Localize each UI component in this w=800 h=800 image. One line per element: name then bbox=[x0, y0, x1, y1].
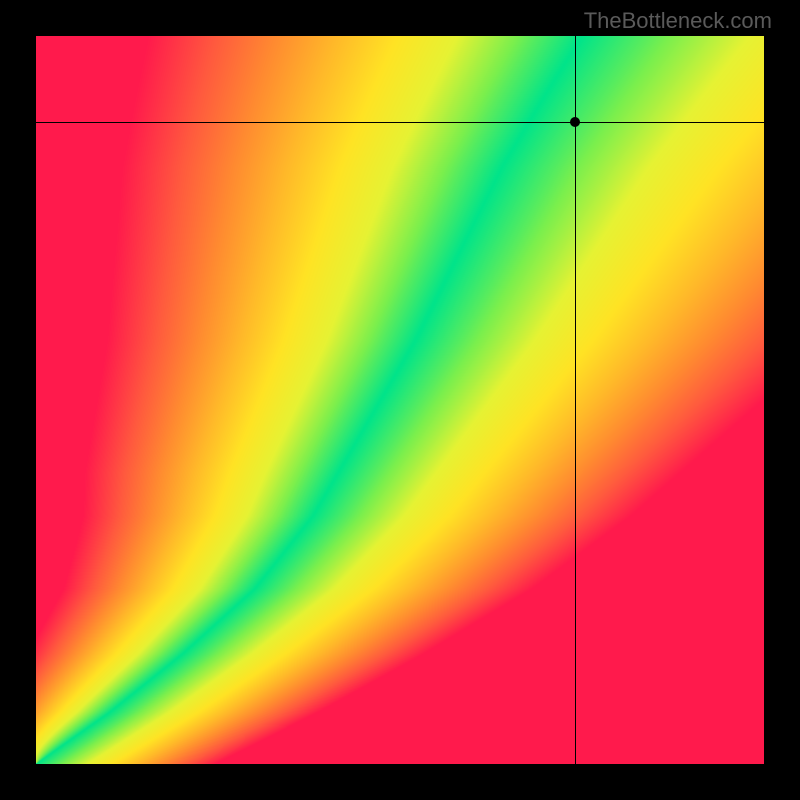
crosshair-point bbox=[570, 117, 580, 127]
crosshair-horizontal bbox=[36, 122, 764, 123]
crosshair-vertical bbox=[575, 36, 576, 764]
watermark-text: TheBottleneck.com bbox=[584, 8, 772, 34]
heatmap-canvas bbox=[36, 36, 764, 764]
heatmap-plot-area bbox=[36, 36, 764, 764]
